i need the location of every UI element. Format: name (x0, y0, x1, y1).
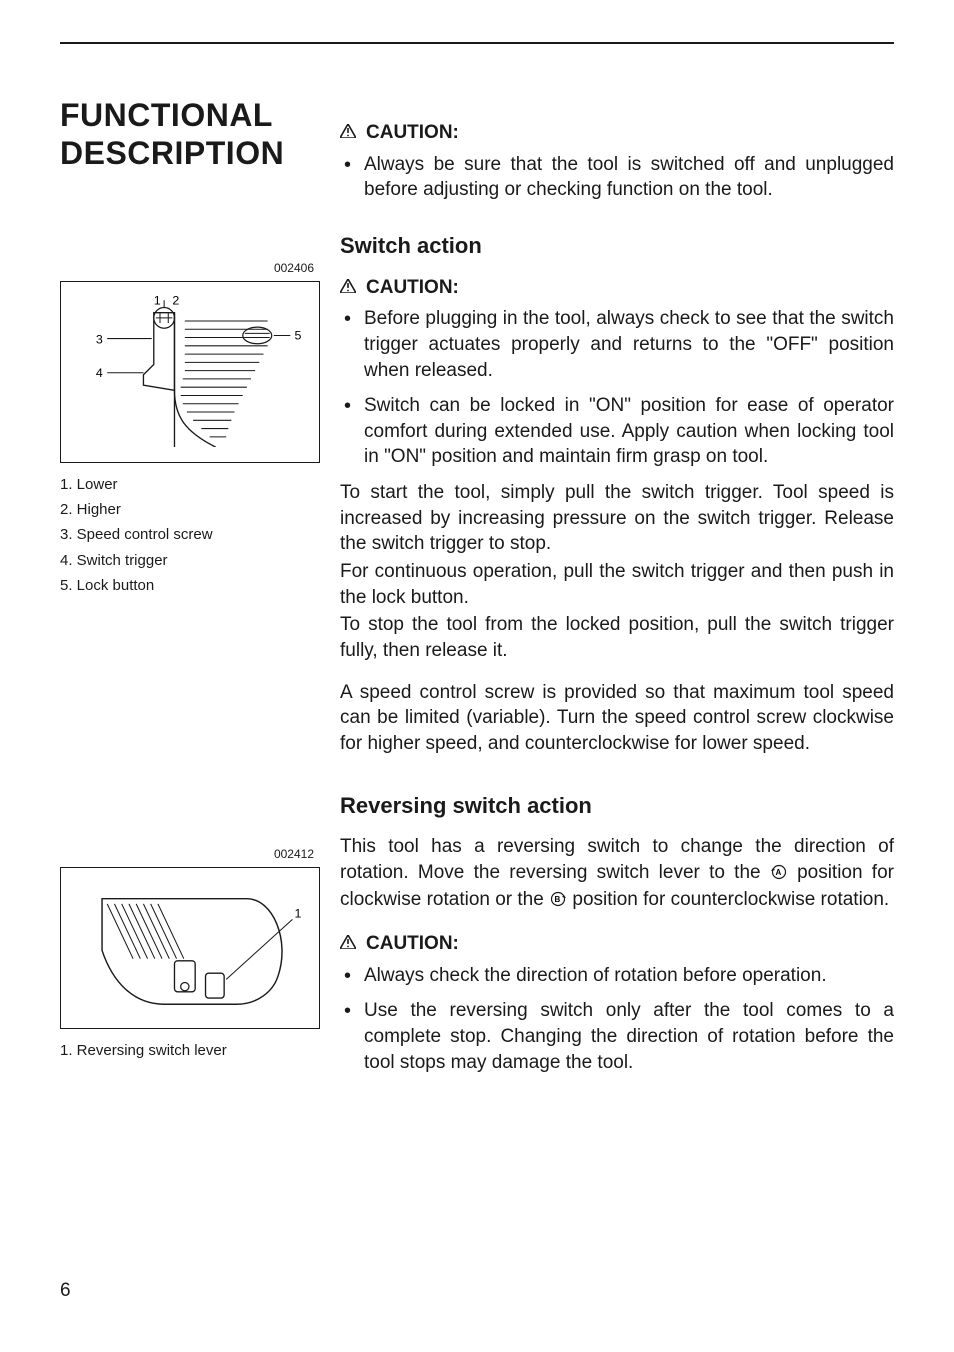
paragraph: To start the tool, simply pull the switc… (340, 480, 894, 557)
svg-text:A: A (775, 868, 781, 877)
spacer (60, 201, 320, 261)
svg-text:B: B (555, 895, 561, 904)
fig1-callout-5: 5 (295, 328, 302, 342)
legend-item: 1. Reversing switch lever (60, 1039, 320, 1062)
cw-icon: A (770, 862, 788, 888)
reversing-paragraph: This tool has a reversing switch to chan… (340, 834, 894, 915)
figure-1-block: 002406 (60, 261, 320, 597)
figure-2-svg: 1 (71, 878, 309, 1013)
paragraph: To stop the tool from the locked positio… (340, 612, 894, 663)
caution-item: Switch can be locked in "ON" position fo… (364, 393, 894, 470)
warning-icon (340, 122, 356, 145)
top-rule (60, 42, 894, 44)
warning-icon (340, 933, 356, 956)
left-column: FUNCTIONAL DESCRIPTION 002406 (60, 96, 320, 1102)
figure-2-box: 1 (60, 867, 320, 1029)
page: FUNCTIONAL DESCRIPTION 002406 (0, 0, 954, 1162)
text-run: position for counterclockwise rotation. (572, 889, 889, 910)
reversing-caution-list: Always check the direction of rotation b… (340, 963, 894, 1076)
paragraph: A speed control screw is provided so tha… (340, 680, 894, 757)
reversing-caution-header: CAUTION: (340, 931, 894, 957)
caution-label: CAUTION: (366, 275, 459, 301)
figure-1-box: 1 2 3 4 5 (60, 281, 320, 463)
spacer (340, 773, 894, 783)
switch-action-heading: Switch action (340, 231, 894, 261)
caution-item: Use the reversing switch only after the … (364, 998, 894, 1075)
fig1-callout-1: 1 (154, 293, 161, 307)
spacer (60, 637, 320, 847)
spacer (340, 213, 894, 223)
caution-item: Always check the direction of rotation b… (364, 963, 894, 989)
figure-2-block: 002412 (60, 847, 320, 1062)
top-caution-list: Always be sure that the tool is switched… (340, 152, 894, 203)
legend-item: 4. Switch trigger (60, 549, 320, 572)
legend-item: 5. Lock button (60, 574, 320, 597)
legend-item: 1. Lower (60, 473, 320, 496)
right-column: CAUTION: Always be sure that the tool is… (340, 96, 894, 1102)
title-line1: FUNCTIONAL (60, 97, 273, 133)
section-title: FUNCTIONAL DESCRIPTION (60, 96, 320, 173)
warning-icon (340, 277, 356, 300)
fig1-callout-3: 3 (96, 333, 103, 347)
ccw-icon: B (549, 889, 567, 915)
reversing-heading: Reversing switch action (340, 791, 894, 821)
caution-item: Always be sure that the tool is switched… (364, 152, 894, 203)
switch-para-block-2: A speed control screw is provided so tha… (340, 680, 894, 757)
switch-caution-header: CAUTION: (340, 275, 894, 301)
paragraph: For continuous operation, pull the switc… (340, 559, 894, 610)
top-caution-header: CAUTION: (340, 120, 894, 146)
figure-1-id: 002406 (60, 261, 320, 275)
switch-caution-list: Before plugging in the tool, always chec… (340, 306, 894, 470)
fig2-callout-1: 1 (295, 907, 302, 921)
spacer (340, 96, 894, 120)
page-number: 6 (60, 1280, 71, 1302)
figure-2-id: 002412 (60, 847, 320, 861)
legend-item: 2. Higher (60, 498, 320, 521)
caution-label: CAUTION: (366, 120, 459, 146)
title-line2: DESCRIPTION (60, 135, 284, 171)
caution-item: Before plugging in the tool, always chec… (364, 306, 894, 383)
fig1-callout-2: 2 (172, 293, 179, 307)
legend-item: 3. Speed control screw (60, 523, 320, 546)
content-grid: FUNCTIONAL DESCRIPTION 002406 (60, 96, 894, 1102)
switch-para-block-1: To start the tool, simply pull the switc… (340, 480, 894, 663)
fig1-callout-4: 4 (96, 366, 103, 380)
caution-label: CAUTION: (366, 931, 459, 957)
figure-1-svg: 1 2 3 4 5 (71, 292, 309, 447)
figure-2-legend: 1. Reversing switch lever (60, 1039, 320, 1062)
figure-1-legend: 1. Lower 2. Higher 3. Speed control scre… (60, 473, 320, 597)
